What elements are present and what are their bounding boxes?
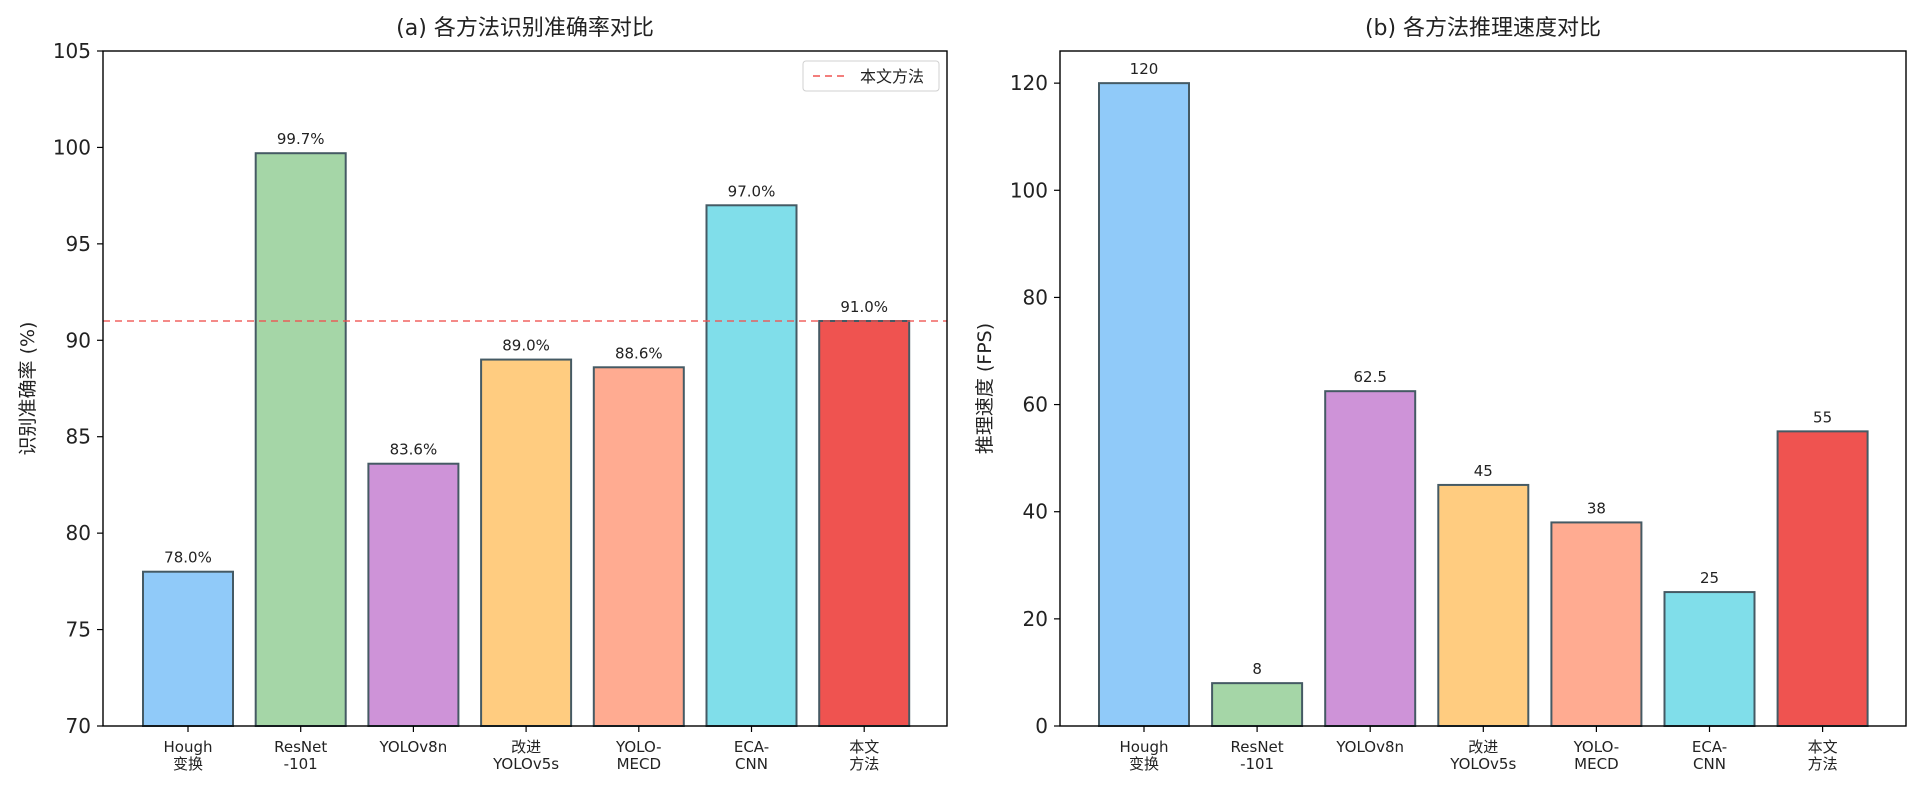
bar-value-label: 83.6%	[390, 441, 438, 459]
x-tick-label: YOLOv8n	[379, 738, 448, 756]
y-tick-label: 120	[1010, 71, 1048, 95]
bar-value-label: 62.5	[1353, 368, 1386, 386]
y-tick-label: 60	[1023, 393, 1048, 417]
y-tick-label: 75	[66, 618, 91, 642]
x-tick-label: 改进 YOLOv5s	[1449, 738, 1516, 773]
bar-value-label: 45	[1474, 462, 1493, 480]
y-tick-label: 40	[1023, 500, 1048, 524]
bar-value-label: 78.0%	[164, 549, 212, 567]
legend-label: 本文方法	[860, 67, 924, 86]
y-tick-label: 70	[66, 714, 91, 738]
x-tick-label: Hough 变换	[1120, 738, 1169, 773]
x-tick-label: ResNet -101	[274, 738, 327, 773]
bar-value-label: 25	[1700, 569, 1719, 587]
y-axis-label: 推理速度 (FPS)	[974, 323, 996, 454]
bar	[1437, 483, 1530, 727]
y-tick-label: 90	[66, 328, 91, 352]
x-tick-label: YOLOv8n	[1335, 738, 1404, 756]
bar	[818, 320, 911, 727]
bar	[254, 152, 347, 727]
y-tick-label: 105	[53, 39, 91, 63]
x-tick-label: ResNet -101	[1231, 738, 1284, 773]
y-tick-label: 85	[66, 425, 91, 449]
y-tick-label: 0	[1035, 714, 1048, 738]
bar-value-label: 120	[1130, 60, 1159, 78]
y-tick-label: 100	[1010, 178, 1048, 202]
bar-value-label: 55	[1813, 408, 1832, 426]
y-tick-label: 95	[66, 232, 91, 256]
bar-value-label: 38	[1587, 499, 1606, 517]
bar	[1324, 390, 1417, 727]
bar	[592, 366, 685, 727]
y-tick-label: 80	[1023, 285, 1048, 309]
bar	[1211, 682, 1304, 728]
plot-frame	[1059, 50, 1907, 727]
bar-value-label: 89.0%	[502, 337, 550, 355]
chart-title: (b) 各方法推理速度对比	[1365, 16, 1601, 41]
x-tick-label: ECA-CNN	[1692, 738, 1727, 773]
y-tick-label: 20	[1023, 607, 1048, 631]
bar	[480, 358, 573, 727]
x-tick-label: YOLO-MECD	[1573, 738, 1620, 773]
legend-box	[802, 60, 940, 92]
x-tick-label: 改进 YOLOv5s	[492, 738, 559, 773]
x-tick-label: ECA-CNN	[734, 738, 769, 773]
bar	[367, 462, 460, 727]
x-tick-label: YOLO-MECD	[615, 738, 662, 773]
bar-value-label: 88.6%	[615, 344, 663, 362]
bar-value-label: 97.0%	[728, 182, 776, 200]
bar	[142, 570, 234, 728]
bar	[1776, 430, 1869, 727]
y-tick-label: 100	[53, 135, 91, 159]
plot-frame	[102, 50, 948, 727]
bar-value-label: 91.0%	[840, 298, 888, 316]
x-tick-label: Hough 变换	[164, 738, 213, 773]
bar-value-label: 99.7%	[277, 130, 325, 148]
bar	[1663, 591, 1756, 727]
bar	[1550, 521, 1643, 728]
bar-value-label: 8	[1252, 660, 1262, 678]
y-axis-label: 识别准确率 (%)	[17, 322, 39, 456]
bar	[1098, 82, 1190, 727]
bar	[705, 204, 798, 728]
chart-title: (a) 各方法识别准确率对比	[396, 16, 654, 41]
y-tick-label: 80	[66, 521, 91, 545]
x-tick-label: 本文方法	[849, 738, 879, 773]
x-tick-label: 本文方法	[1808, 738, 1838, 773]
